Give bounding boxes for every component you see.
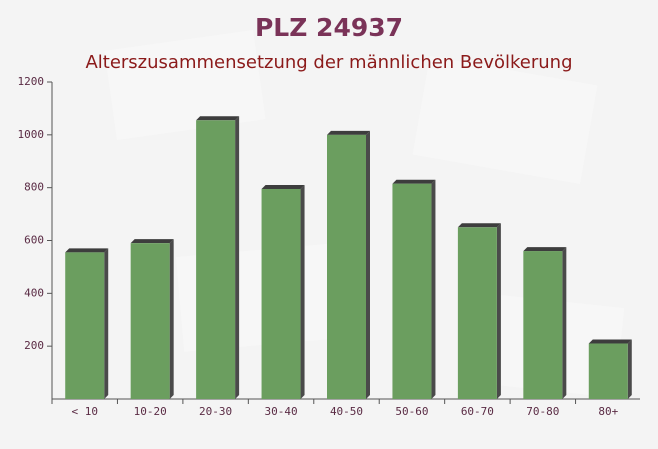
bar-side (431, 179, 436, 399)
bar-top (392, 179, 436, 184)
bar-side (104, 248, 109, 399)
bar-side (300, 184, 305, 399)
x-tick-label: 80+ (598, 405, 618, 418)
bar-top (130, 239, 174, 244)
bar-top (261, 184, 305, 189)
chart-title: PLZ 24937 (255, 13, 403, 42)
bar (457, 227, 497, 399)
x-tick-label: 70-80 (526, 405, 559, 418)
bar-side (562, 247, 567, 399)
bar (130, 243, 170, 399)
y-tick-label: 1000 (18, 128, 45, 141)
bar-top (523, 247, 567, 252)
x-tick-label: 30-40 (264, 405, 297, 418)
bar (196, 120, 236, 399)
bar (588, 343, 628, 399)
x-tick-label: < 10 (71, 405, 98, 418)
background-decoration (104, 29, 625, 398)
x-tick-label: 40-50 (330, 405, 363, 418)
y-tick-label: 1200 (18, 75, 45, 88)
bar-side (366, 130, 370, 400)
y-tick-label: 800 (24, 181, 44, 194)
bar-side (169, 239, 174, 399)
bar-side (627, 339, 632, 399)
bar-side (496, 223, 501, 399)
x-tick-label: 20-30 (199, 405, 232, 418)
bar (261, 188, 301, 399)
chart-subtitle: Alterszusammensetzung der männlichen Bev… (85, 52, 572, 73)
bar-top (588, 339, 632, 344)
y-tick-label: 400 (24, 286, 44, 299)
bar (392, 183, 432, 399)
bar (65, 252, 105, 399)
x-tick-label: 60-70 (461, 405, 494, 418)
bar (523, 251, 563, 399)
bar-top (196, 116, 240, 121)
bar-top (457, 223, 501, 228)
bar (327, 134, 366, 400)
bar-top (327, 130, 370, 135)
bar-side (235, 116, 240, 399)
y-tick-label: 600 (24, 234, 44, 247)
x-tick-label: 50-60 (395, 405, 428, 418)
bar-top (65, 248, 109, 253)
y-tick-label: 200 (24, 339, 44, 352)
x-tick-label: 10-20 (134, 405, 167, 418)
